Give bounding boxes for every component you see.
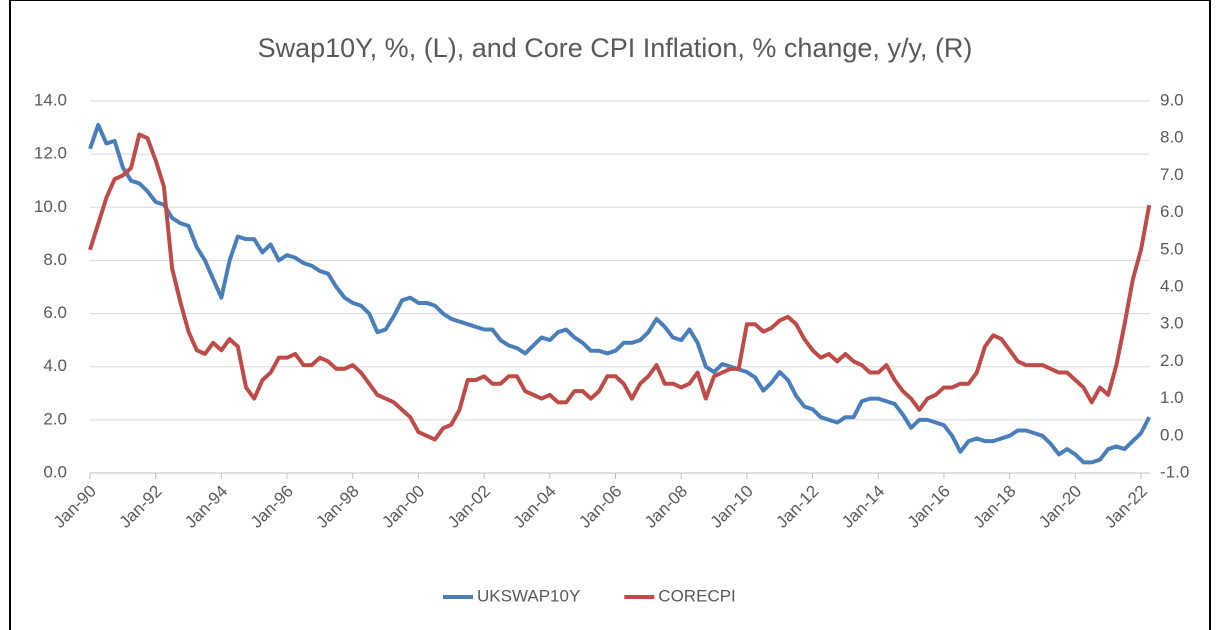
legend-label: CORECPI (658, 586, 735, 605)
data-line (88, 122, 1151, 465)
y2-tick-label: 5.0 (1160, 239, 1184, 258)
y2-tick-label: 3.0 (1160, 314, 1184, 333)
y-tick-label: 10.0 (34, 197, 67, 216)
y-tick-label: 6.0 (43, 303, 67, 322)
y2-tick-label: 7.0 (1160, 165, 1184, 184)
y-tick-label: 2.0 (43, 409, 67, 428)
legend-label: UKSWAP10Y (477, 586, 580, 605)
data-line (88, 132, 1152, 442)
y2-tick-label: 6.0 (1160, 202, 1184, 221)
y-tick-label: 0.0 (43, 462, 67, 481)
y-tick-label: 4.0 (43, 356, 67, 375)
chart-title: Swap10Y, %, (L), and Core CPI Inflation,… (258, 33, 973, 63)
y2-tick-label: 4.0 (1160, 276, 1184, 295)
y2-tick-label: 9.0 (1160, 90, 1184, 109)
y-tick-label: 14.0 (34, 90, 67, 109)
y-tick-label: 8.0 (43, 250, 67, 269)
y2-tick-label: 2.0 (1160, 351, 1184, 370)
frame (9, 0, 1211, 630)
y-tick-label: 12.0 (34, 144, 67, 163)
y2-tick-label: 1.0 (1160, 388, 1184, 407)
y2-tick-label: -1.0 (1160, 462, 1189, 481)
y2-tick-label: 8.0 (1160, 128, 1184, 147)
y2-tick-label: 0.0 (1160, 425, 1184, 444)
